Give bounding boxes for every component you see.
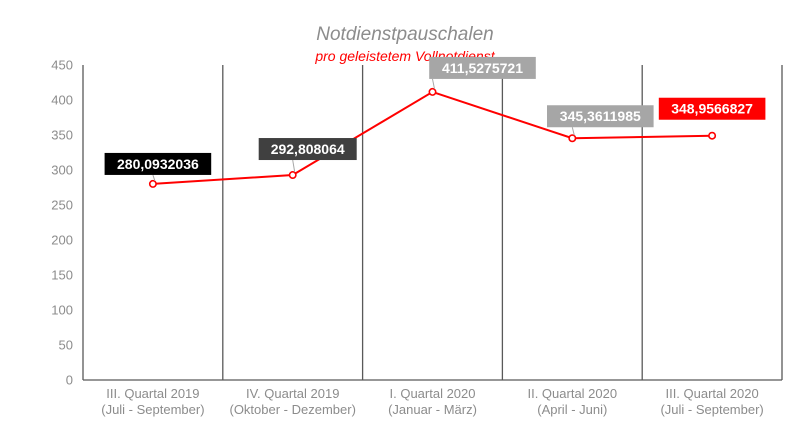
x-tick-label: III. Quartal 2019 (Juli - September): [101, 386, 204, 417]
x-tick-label: I. Quartal 2020 (Januar - März): [388, 386, 477, 417]
leader-line: [432, 78, 435, 90]
y-tick-label: 50: [59, 338, 73, 353]
y-tick-label: 250: [51, 198, 73, 213]
x-axis: III. Quartal 2019 (Juli - September) IV. Q…: [101, 386, 764, 417]
data-label: 280,0932036: [104, 152, 212, 182]
data-label: 292,808064: [258, 138, 357, 173]
data-label-box: [658, 97, 766, 120]
data-point: [708, 131, 717, 140]
data-label: 348,9566827: [658, 97, 766, 120]
data-label-text: 345,3611985: [560, 108, 641, 124]
vertical-gridlines: [82, 65, 783, 381]
data-label-box: [429, 56, 536, 79]
data-label-box: [547, 105, 654, 128]
leader-line: [292, 159, 296, 173]
data-label: 345,3611985: [547, 105, 654, 136]
data-label-text: 292,808064: [271, 141, 345, 157]
data-point: [148, 179, 157, 188]
data-label: 411,5275721: [429, 56, 536, 90]
y-tick-label: 100: [51, 303, 73, 318]
y-tick-label: 150: [51, 268, 73, 283]
data-point: [568, 134, 577, 143]
data-label-text: 348,9566827: [671, 101, 753, 117]
y-tick-label: 200: [51, 233, 73, 248]
data-label-box: [258, 138, 357, 161]
series-line-group: [148, 87, 717, 188]
y-tick-label: 400: [51, 93, 73, 108]
data-labels-group: 280,0932036 292,808064 411,5275721 345,3611…: [104, 56, 766, 182]
y-axis: 0 50 100 150 200 250 300 350 400 450: [51, 58, 73, 388]
y-tick-label: 0: [66, 373, 73, 388]
data-point: [288, 171, 297, 180]
data-label-text: 411,5275721: [442, 60, 523, 76]
data-label-box: [104, 152, 212, 175]
leader-line: [571, 127, 575, 136]
x-tick-label: II. Quartal 2020 (April - Juni): [527, 386, 617, 417]
chart-title: Notdienstpauschalen: [316, 24, 493, 45]
y-tick-label: 300: [51, 163, 73, 178]
data-label-text: 280,0932036: [117, 156, 199, 172]
data-point: [428, 87, 437, 96]
y-tick-label: 450: [51, 58, 73, 73]
y-tick-label: 350: [51, 128, 73, 143]
x-tick-label: III. Quartal 2020 (Juli - September): [660, 386, 763, 417]
x-tick-label: IV. Quartal 2019 (Oktober - Dezember): [229, 386, 355, 417]
leader-line: [152, 174, 156, 182]
